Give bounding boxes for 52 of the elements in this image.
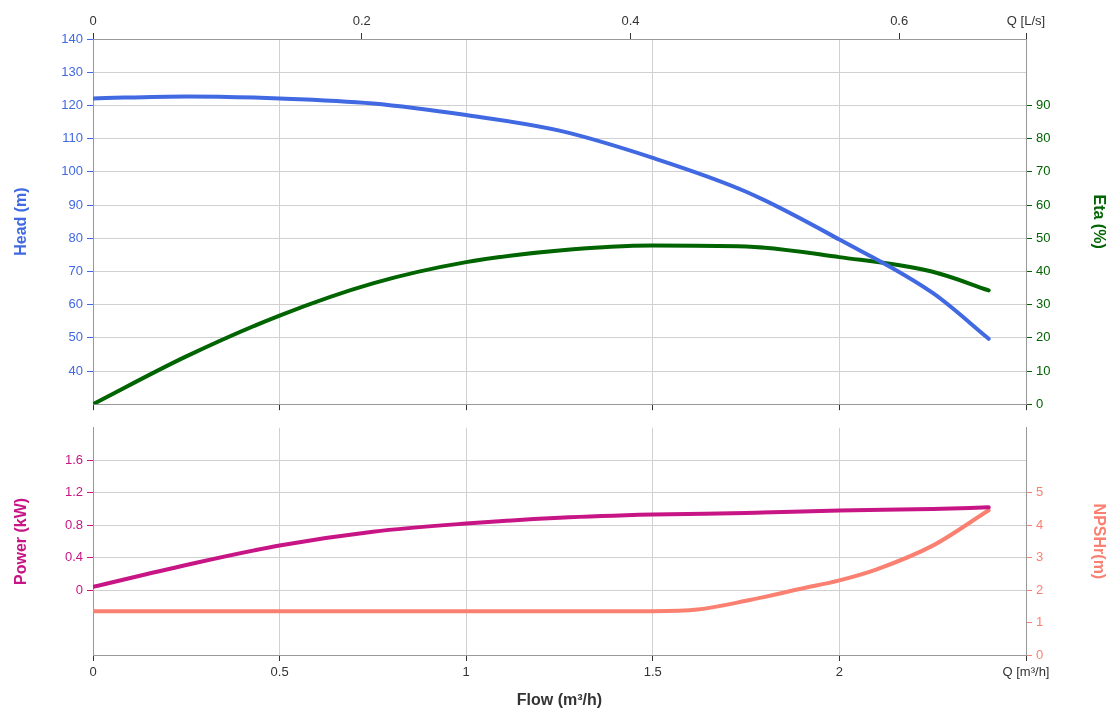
y-tick-label: 1.6	[64, 451, 83, 467]
y2-tick-label: 0	[1036, 646, 1044, 662]
y-tick-label: 60	[68, 296, 83, 312]
y-tick-label: 140	[61, 30, 83, 46]
y2-tick-label: 90	[1036, 96, 1051, 112]
y-tick-label: 0.4	[64, 549, 83, 565]
y-tick-label: 50	[68, 329, 83, 345]
line-series	[93, 94, 991, 341]
x2-tick-label: 0.6	[890, 12, 909, 28]
y2-tick-label: 3	[1036, 549, 1044, 565]
line-series	[93, 243, 991, 405]
y-axis-title: Head (m)	[12, 187, 30, 256]
y-tick-label: 0	[75, 581, 83, 597]
y-tick-label: 130	[61, 63, 83, 79]
line-series	[93, 508, 991, 614]
x2-tick-label: 0.2	[352, 12, 371, 28]
y-axis-title: Power (kW)	[12, 497, 30, 585]
y2-axis-title: NPSHr(m)	[1090, 503, 1108, 580]
y2-tick-label: 50	[1036, 229, 1051, 245]
x2-tick-label: 0	[89, 12, 97, 28]
y-tick-label: 110	[62, 130, 83, 146]
y2-tick-label: 20	[1036, 329, 1051, 345]
y2-tick-label: 1	[1036, 614, 1044, 630]
y-tick-label: 1.2	[64, 484, 83, 500]
y-tick-label: 120	[61, 96, 83, 112]
y2-tick-label: 4	[1036, 516, 1044, 532]
y2-tick-label: 60	[1036, 196, 1051, 212]
x-tick-label: 1.5	[643, 664, 662, 680]
y2-tick-label: 5	[1036, 484, 1044, 500]
x-tick-label: 0	[89, 664, 97, 680]
y-tick-label: 80	[68, 229, 83, 245]
x2-tick-label: Q [L/s]	[1006, 12, 1046, 28]
line-series	[93, 505, 991, 589]
x-tick-label: Q [m³/h]	[1002, 664, 1050, 680]
x-tick-label: 1	[462, 664, 470, 680]
y2-tick-label: 40	[1036, 262, 1051, 278]
x-tick-label: 2	[835, 664, 844, 680]
x2-tick-label: 0.4	[621, 12, 640, 28]
y2-tick-label: 30	[1036, 296, 1051, 312]
x-tick-label: 0.5	[270, 664, 289, 680]
y2-tick-label: 70	[1036, 163, 1051, 179]
x-axis-title: Flow (m³/h)	[516, 690, 603, 708]
y2-axis-title: Eta (%)	[1090, 194, 1108, 249]
y2-tick-label: 0	[1036, 395, 1044, 411]
y2-tick-label: 10	[1036, 362, 1051, 378]
y2-tick-label: 2	[1036, 581, 1044, 597]
y-tick-label: 40	[68, 362, 83, 378]
y-tick-label: 0.8	[64, 516, 83, 532]
y-tick-label: 90	[68, 196, 83, 212]
y-tick-label: 100	[61, 163, 83, 179]
y2-tick-label: 80	[1036, 130, 1051, 146]
y-tick-label: 70	[68, 262, 83, 278]
